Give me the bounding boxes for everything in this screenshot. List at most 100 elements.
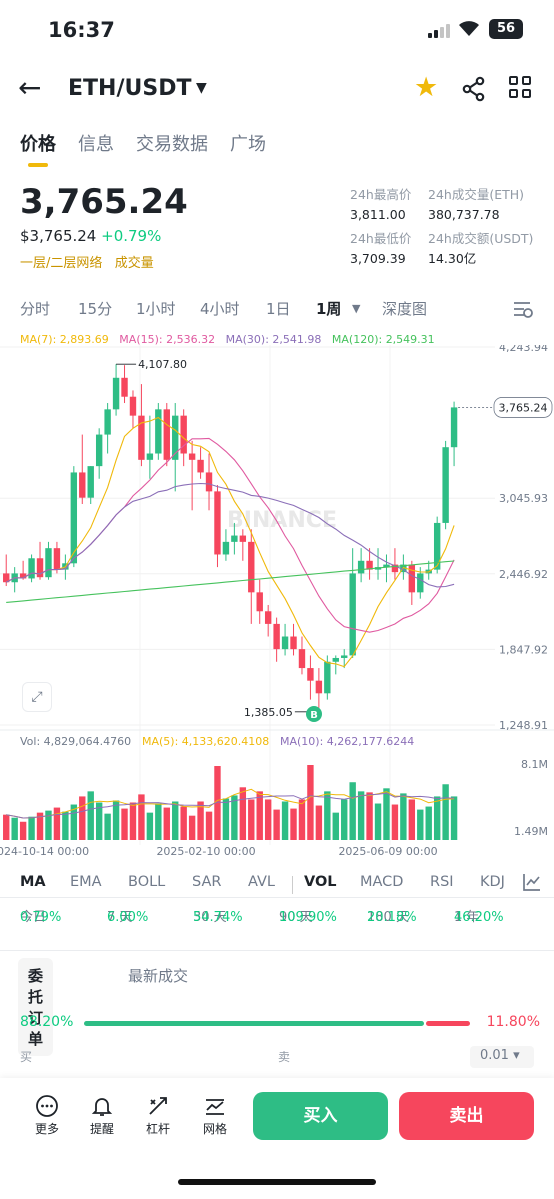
- candle: [264, 611, 272, 624]
- volume-bar: [417, 809, 424, 840]
- candle: [104, 409, 111, 435]
- volume-bar: [180, 806, 187, 840]
- volume-bar: [62, 811, 69, 840]
- expand-icon[interactable]: ⤢: [22, 682, 52, 712]
- candle: [273, 623, 280, 650]
- volume-bar: [214, 766, 221, 840]
- share-icon[interactable]: [461, 76, 487, 102]
- kline-chart[interactable]: BINANCE 4,243.94 3,045.93 2,446.92 1,847.92…: [0, 345, 554, 865]
- volume-bar: [155, 803, 162, 840]
- tf-15m[interactable]: 15分: [78, 300, 113, 318]
- tab-square[interactable]: 广场: [230, 134, 266, 155]
- volume-bar: [70, 804, 78, 840]
- buy-sell-ratio: 88.20% 11.80%: [20, 1014, 540, 1034]
- tags: 一层/二层网络 成交量: [20, 252, 154, 271]
- caret-down-icon[interactable]: ▼: [196, 80, 207, 96]
- tf-1w[interactable]: 1周: [316, 300, 342, 318]
- nav-alert[interactable]: 提醒: [77, 1094, 127, 1137]
- ind-ma[interactable]: MA: [20, 874, 46, 890]
- ma-legend: MA(7): 2,893.69 MA(15): 2,536.32 MA(30):…: [20, 333, 435, 346]
- ind-rsi[interactable]: RSI: [430, 874, 454, 890]
- low-marker-label: 1,385.05: [244, 706, 293, 719]
- volume-bar: [349, 782, 356, 840]
- tf-4h[interactable]: 4小时: [200, 300, 240, 318]
- indicator-settings-icon[interactable]: [522, 872, 542, 892]
- buy-ratio: 88.20%: [20, 1014, 74, 1030]
- nav-grid[interactable]: 网格: [190, 1094, 240, 1137]
- signal-icon: [428, 24, 452, 38]
- ind-kdj[interactable]: KDJ: [480, 874, 505, 890]
- binance-watermark: BINANCE: [227, 508, 337, 533]
- stat-vol-eth: 380,737.78: [428, 207, 500, 222]
- candle: [87, 466, 94, 498]
- volume-bar: [366, 792, 373, 840]
- vol-ma10-value: MA(10): 4,262,177.6244: [280, 735, 414, 748]
- buy-column-label: 买: [20, 1050, 33, 1064]
- candle: [172, 415, 179, 460]
- vol-ma5-value: MA(5): 4,133,620.4108: [142, 735, 269, 748]
- candle: [79, 472, 86, 498]
- tf-depth[interactable]: 深度图: [382, 300, 428, 318]
- grid-menu-icon[interactable]: [509, 76, 531, 98]
- perf-label: 90 天: [279, 910, 313, 925]
- candle: [146, 453, 154, 460]
- candle: [408, 564, 416, 593]
- buy-button[interactable]: 买入: [253, 1092, 388, 1140]
- favorite-star-icon[interactable]: ★: [414, 72, 439, 103]
- ind-ema[interactable]: EMA: [70, 874, 102, 890]
- candle: [45, 548, 52, 578]
- tf-1d[interactable]: 1日: [266, 300, 291, 318]
- perf-label: 180 天: [367, 910, 409, 925]
- usd-price: $3,765.24: [20, 227, 97, 245]
- tf-more-caret-icon[interactable]: ▼: [352, 302, 361, 315]
- volume-bar: [256, 791, 263, 840]
- tab-order-book[interactable]: 委托订单: [18, 958, 54, 1056]
- volume-bar: [87, 791, 94, 840]
- sell-button[interactable]: 卖出: [399, 1092, 534, 1140]
- ma30-line: [5, 482, 455, 588]
- timeframe-bar: 分时 15分 1小时 4小时 1日 1周 ▼ 深度图: [0, 298, 554, 322]
- perf-value: 46.20%: [454, 910, 504, 925]
- volume-bar: [425, 806, 432, 840]
- ind-avl[interactable]: AVL: [248, 874, 275, 890]
- perf-value: 54.74%: [193, 910, 243, 925]
- tab-info[interactable]: 信息: [78, 134, 114, 155]
- volume-legend: Vol: 4,829,064.4760 MA(5): 4,133,620.4108…: [20, 735, 414, 748]
- sell-ratio: 11.80%: [486, 1014, 540, 1030]
- tab-trading-data[interactable]: 交易数据: [136, 134, 208, 155]
- volume-bar: [53, 807, 61, 840]
- volume-bar: [391, 804, 399, 840]
- volume-bar: [121, 808, 128, 840]
- pair-title[interactable]: ETH/USDT: [68, 76, 192, 101]
- volume-bar: [341, 799, 348, 840]
- perf-label: 7 天: [107, 910, 133, 925]
- last-price: 3,765.24: [20, 182, 188, 222]
- back-arrow-icon[interactable]: ←: [18, 71, 42, 104]
- ind-sar[interactable]: SAR: [192, 874, 222, 890]
- tf-1h[interactable]: 1小时: [136, 300, 176, 318]
- tab-recent-trades[interactable]: 最新成交: [128, 967, 189, 985]
- precision-select[interactable]: 0.01 ▾: [470, 1046, 534, 1068]
- volume-bar: [433, 796, 441, 840]
- ind-boll[interactable]: BOLL: [128, 874, 166, 890]
- perf-label: 30 天: [193, 910, 227, 925]
- tab-price[interactable]: 价格: [20, 134, 56, 155]
- network-tag[interactable]: 一层/二层网络: [20, 256, 103, 271]
- tf-line[interactable]: 分时: [20, 300, 51, 318]
- nav-leverage[interactable]: 杠杆: [133, 1094, 183, 1137]
- nav-more[interactable]: 更多: [22, 1094, 72, 1137]
- chart-settings-icon[interactable]: [512, 298, 534, 320]
- nav-leverage-label: 杠杆: [145, 1122, 170, 1136]
- ind-macd[interactable]: MACD: [360, 874, 404, 890]
- home-indicator: [178, 1179, 376, 1185]
- candle: [307, 668, 314, 681]
- y-tick-label: 1,248.91: [499, 719, 548, 732]
- volume-tag[interactable]: 成交量: [114, 256, 154, 271]
- ind-vol[interactable]: VOL: [304, 874, 337, 890]
- candle: [188, 453, 196, 460]
- volume-bar: [273, 809, 280, 840]
- status-time: 16:37: [48, 18, 115, 42]
- volume-bar: [442, 784, 449, 840]
- volume-bar: [146, 812, 154, 840]
- active-tab-indicator: [28, 163, 48, 167]
